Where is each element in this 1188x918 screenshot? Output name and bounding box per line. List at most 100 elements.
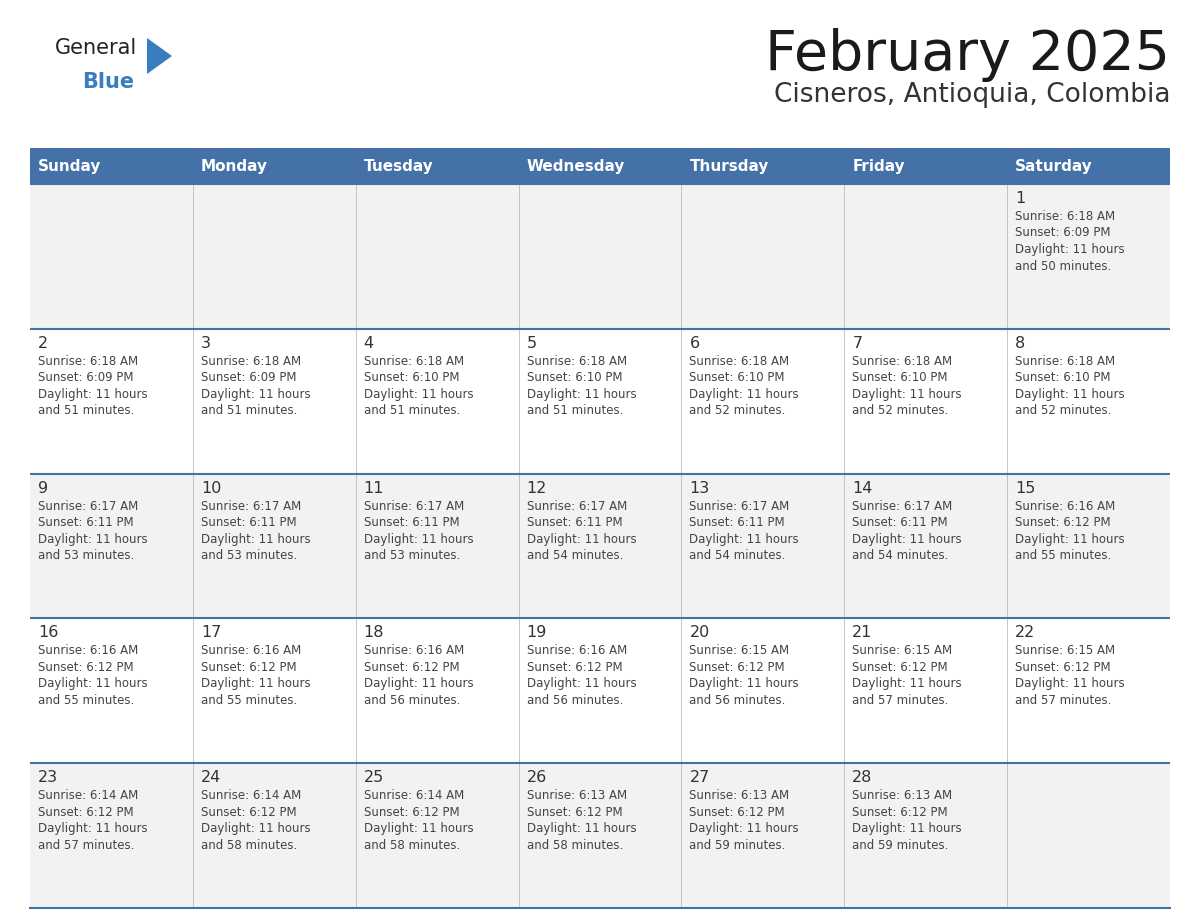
Text: and 54 minutes.: and 54 minutes. <box>689 549 785 562</box>
Text: Daylight: 11 hours: Daylight: 11 hours <box>689 677 800 690</box>
Text: February 2025: February 2025 <box>765 28 1170 82</box>
Text: Daylight: 11 hours: Daylight: 11 hours <box>526 387 637 401</box>
Text: and 55 minutes.: and 55 minutes. <box>1015 549 1112 562</box>
Text: Wednesday: Wednesday <box>526 159 625 174</box>
Text: Blue: Blue <box>82 72 134 92</box>
Text: Sunrise: 6:15 AM: Sunrise: 6:15 AM <box>1015 644 1116 657</box>
Text: 1: 1 <box>1015 191 1025 206</box>
Text: Daylight: 11 hours: Daylight: 11 hours <box>1015 387 1125 401</box>
Text: Daylight: 11 hours: Daylight: 11 hours <box>852 823 962 835</box>
Text: and 57 minutes.: and 57 minutes. <box>38 839 134 852</box>
Text: and 58 minutes.: and 58 minutes. <box>201 839 297 852</box>
Text: 15: 15 <box>1015 481 1036 496</box>
Bar <box>192 148 355 184</box>
Text: Sunrise: 6:16 AM: Sunrise: 6:16 AM <box>1015 499 1116 512</box>
Text: Daylight: 11 hours: Daylight: 11 hours <box>1015 677 1125 690</box>
Bar <box>30 329 1170 474</box>
Text: Sunrise: 6:15 AM: Sunrise: 6:15 AM <box>689 644 790 657</box>
Text: Daylight: 11 hours: Daylight: 11 hours <box>364 823 473 835</box>
Text: and 52 minutes.: and 52 minutes. <box>1015 404 1112 418</box>
Text: Sunset: 6:11 PM: Sunset: 6:11 PM <box>201 516 297 529</box>
Text: Daylight: 11 hours: Daylight: 11 hours <box>526 532 637 545</box>
Text: Sunset: 6:12 PM: Sunset: 6:12 PM <box>38 806 133 819</box>
Text: 22: 22 <box>1015 625 1036 641</box>
Text: 4: 4 <box>364 336 374 351</box>
Text: Thursday: Thursday <box>689 159 769 174</box>
Text: and 57 minutes.: and 57 minutes. <box>1015 694 1112 707</box>
Text: Sunrise: 6:13 AM: Sunrise: 6:13 AM <box>526 789 627 802</box>
Text: Sunrise: 6:16 AM: Sunrise: 6:16 AM <box>364 644 465 657</box>
Text: and 56 minutes.: and 56 minutes. <box>526 694 623 707</box>
Text: Sunset: 6:12 PM: Sunset: 6:12 PM <box>852 661 948 674</box>
Text: 25: 25 <box>364 770 384 785</box>
Text: Sunrise: 6:16 AM: Sunrise: 6:16 AM <box>526 644 627 657</box>
Text: and 58 minutes.: and 58 minutes. <box>526 839 623 852</box>
Text: 5: 5 <box>526 336 537 351</box>
Bar <box>30 763 1170 908</box>
Text: 2: 2 <box>38 336 49 351</box>
Text: Sunset: 6:10 PM: Sunset: 6:10 PM <box>1015 371 1111 385</box>
Text: Sunrise: 6:17 AM: Sunrise: 6:17 AM <box>689 499 790 512</box>
Text: 13: 13 <box>689 481 709 496</box>
Text: Sunset: 6:12 PM: Sunset: 6:12 PM <box>201 806 297 819</box>
Text: Sunrise: 6:13 AM: Sunrise: 6:13 AM <box>689 789 790 802</box>
Text: Sunset: 6:12 PM: Sunset: 6:12 PM <box>364 661 460 674</box>
Text: and 56 minutes.: and 56 minutes. <box>364 694 460 707</box>
Text: and 51 minutes.: and 51 minutes. <box>364 404 460 418</box>
Text: Sunset: 6:09 PM: Sunset: 6:09 PM <box>1015 227 1111 240</box>
Polygon shape <box>147 38 172 74</box>
Text: Sunrise: 6:18 AM: Sunrise: 6:18 AM <box>201 354 301 368</box>
Text: Sunrise: 6:18 AM: Sunrise: 6:18 AM <box>852 354 953 368</box>
Text: Daylight: 11 hours: Daylight: 11 hours <box>1015 532 1125 545</box>
Text: General: General <box>55 38 138 58</box>
Bar <box>845 148 1007 184</box>
Bar <box>30 148 192 184</box>
Text: Sunset: 6:11 PM: Sunset: 6:11 PM <box>526 516 623 529</box>
Text: Sunset: 6:12 PM: Sunset: 6:12 PM <box>1015 516 1111 529</box>
Text: Sunrise: 6:17 AM: Sunrise: 6:17 AM <box>526 499 627 512</box>
Text: and 50 minutes.: and 50 minutes. <box>1015 260 1112 273</box>
Text: Daylight: 11 hours: Daylight: 11 hours <box>364 387 473 401</box>
Text: Daylight: 11 hours: Daylight: 11 hours <box>526 677 637 690</box>
Text: Daylight: 11 hours: Daylight: 11 hours <box>38 677 147 690</box>
Text: Sunset: 6:09 PM: Sunset: 6:09 PM <box>38 371 133 385</box>
Text: Daylight: 11 hours: Daylight: 11 hours <box>852 532 962 545</box>
Text: Sunrise: 6:16 AM: Sunrise: 6:16 AM <box>201 644 301 657</box>
Text: and 56 minutes.: and 56 minutes. <box>689 694 785 707</box>
Bar <box>30 184 1170 329</box>
Text: Daylight: 11 hours: Daylight: 11 hours <box>201 677 310 690</box>
Text: 18: 18 <box>364 625 384 641</box>
Text: Daylight: 11 hours: Daylight: 11 hours <box>38 823 147 835</box>
Text: Sunset: 6:12 PM: Sunset: 6:12 PM <box>1015 661 1111 674</box>
Text: Sunset: 6:12 PM: Sunset: 6:12 PM <box>689 806 785 819</box>
Text: Sunset: 6:12 PM: Sunset: 6:12 PM <box>852 806 948 819</box>
Text: 20: 20 <box>689 625 709 641</box>
Text: and 55 minutes.: and 55 minutes. <box>38 694 134 707</box>
Text: 6: 6 <box>689 336 700 351</box>
Text: 26: 26 <box>526 770 546 785</box>
Text: and 52 minutes.: and 52 minutes. <box>689 404 785 418</box>
Text: and 53 minutes.: and 53 minutes. <box>364 549 460 562</box>
Bar <box>519 148 682 184</box>
Text: and 51 minutes.: and 51 minutes. <box>38 404 134 418</box>
Text: 11: 11 <box>364 481 384 496</box>
Text: Sunset: 6:10 PM: Sunset: 6:10 PM <box>526 371 623 385</box>
Text: Daylight: 11 hours: Daylight: 11 hours <box>364 677 473 690</box>
Text: and 54 minutes.: and 54 minutes. <box>852 549 949 562</box>
Text: Sunset: 6:12 PM: Sunset: 6:12 PM <box>364 806 460 819</box>
Text: Sunrise: 6:13 AM: Sunrise: 6:13 AM <box>852 789 953 802</box>
Text: Daylight: 11 hours: Daylight: 11 hours <box>201 823 310 835</box>
Text: Sunrise: 6:14 AM: Sunrise: 6:14 AM <box>38 789 138 802</box>
Text: Sunset: 6:11 PM: Sunset: 6:11 PM <box>38 516 133 529</box>
Bar <box>30 474 1170 619</box>
Text: Sunrise: 6:14 AM: Sunrise: 6:14 AM <box>201 789 301 802</box>
Text: 9: 9 <box>38 481 49 496</box>
Text: Daylight: 11 hours: Daylight: 11 hours <box>38 532 147 545</box>
Text: and 53 minutes.: and 53 minutes. <box>38 549 134 562</box>
Text: 10: 10 <box>201 481 221 496</box>
Text: Daylight: 11 hours: Daylight: 11 hours <box>201 387 310 401</box>
Text: Sunrise: 6:17 AM: Sunrise: 6:17 AM <box>364 499 465 512</box>
Text: Sunset: 6:09 PM: Sunset: 6:09 PM <box>201 371 296 385</box>
Text: 19: 19 <box>526 625 546 641</box>
Text: Sunrise: 6:15 AM: Sunrise: 6:15 AM <box>852 644 953 657</box>
